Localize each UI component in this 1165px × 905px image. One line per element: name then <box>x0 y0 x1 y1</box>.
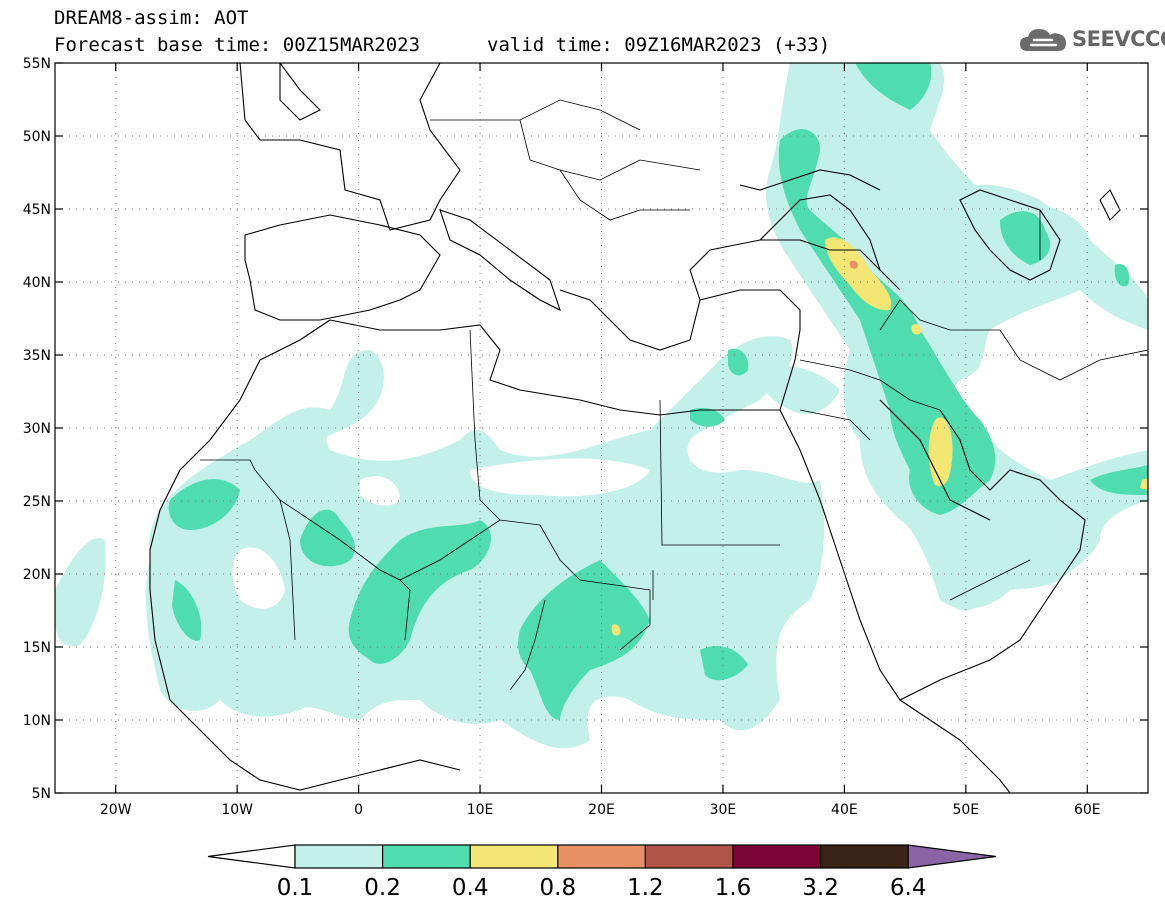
map-title: DREAM8-assim: AOT <box>54 7 249 29</box>
colorbar-label: 1.2 <box>627 875 664 901</box>
colorbar-swatch <box>469 844 559 869</box>
lon-tick-label: 60E <box>1074 802 1101 818</box>
colorbar-swatch <box>819 844 909 869</box>
colorbar-label: 0.8 <box>540 875 577 901</box>
colorbar-under-arrow <box>207 844 296 869</box>
lon-tick-label: 40E <box>831 802 858 818</box>
colorbar-label: 3.2 <box>802 875 839 901</box>
axis-ticks <box>55 62 1148 794</box>
lat-tick-label: 35N <box>23 348 51 364</box>
lat-tick-label: 25N <box>23 494 51 510</box>
aot-gaps <box>232 458 650 609</box>
lon-tick-label: 10W <box>221 802 253 818</box>
lon-tick-label: 20W <box>100 802 132 818</box>
colorbar-swatch <box>294 844 384 869</box>
lon-tick-label: 0 <box>354 802 363 818</box>
colorbar-over-arrow <box>907 844 997 869</box>
lat-tick-label: 15N <box>23 640 51 656</box>
colorbar-swatch <box>644 844 734 869</box>
lon-tick-label: 10E <box>467 802 494 818</box>
aot-contours <box>55 63 1148 749</box>
longitude-labels: 20W 10W 0 10E 20E 30E 40E 50E 60E <box>100 802 1101 818</box>
colorbar-label: 0.1 <box>277 875 314 901</box>
coastlines <box>149 63 1121 793</box>
cloud-icon <box>1020 29 1066 51</box>
country-borders <box>200 99 1148 691</box>
colorbar-label: 1.6 <box>715 875 752 901</box>
colorbar-swatch <box>732 844 822 869</box>
lon-tick-label: 20E <box>588 802 615 818</box>
aot-level-0.8 <box>849 260 858 269</box>
colorbar-label: 6.4 <box>890 875 927 901</box>
graticule <box>55 63 1148 793</box>
colorbar-swatch <box>557 844 646 869</box>
lat-tick-label: 55N <box>23 56 51 72</box>
logo-text: SEEVCCC <box>1072 27 1165 51</box>
lat-tick-label: 50N <box>23 129 51 145</box>
latitude-labels: 55N 50N 45N 40N 35N 30N 25N 20N 15N 10N 5N <box>23 56 51 802</box>
lat-tick-label: 5N <box>32 786 51 802</box>
colorbar-label: 0.4 <box>452 875 489 901</box>
valid-time: valid time: 09Z16MAR2023 (+33) <box>487 34 831 56</box>
lon-tick-label: 30E <box>710 802 737 818</box>
lat-tick-label: 30N <box>23 421 51 437</box>
colorbar-label: 0.2 <box>364 875 401 901</box>
lon-tick-label: 50E <box>952 802 979 818</box>
lat-tick-label: 10N <box>23 713 51 729</box>
lat-tick-label: 40N <box>23 275 51 291</box>
seevccc-logo: SEEVCCC <box>1018 23 1165 57</box>
lat-tick-label: 20N <box>23 567 51 583</box>
colorbar-swatch <box>382 844 471 869</box>
lat-tick-label: 45N <box>23 202 51 218</box>
forecast-base-time: Forecast base time: 00Z15MAR2023 <box>54 34 421 56</box>
colorbar: 0.1 0.2 0.4 0.8 1.2 1.6 3.2 6.4 <box>207 844 997 901</box>
